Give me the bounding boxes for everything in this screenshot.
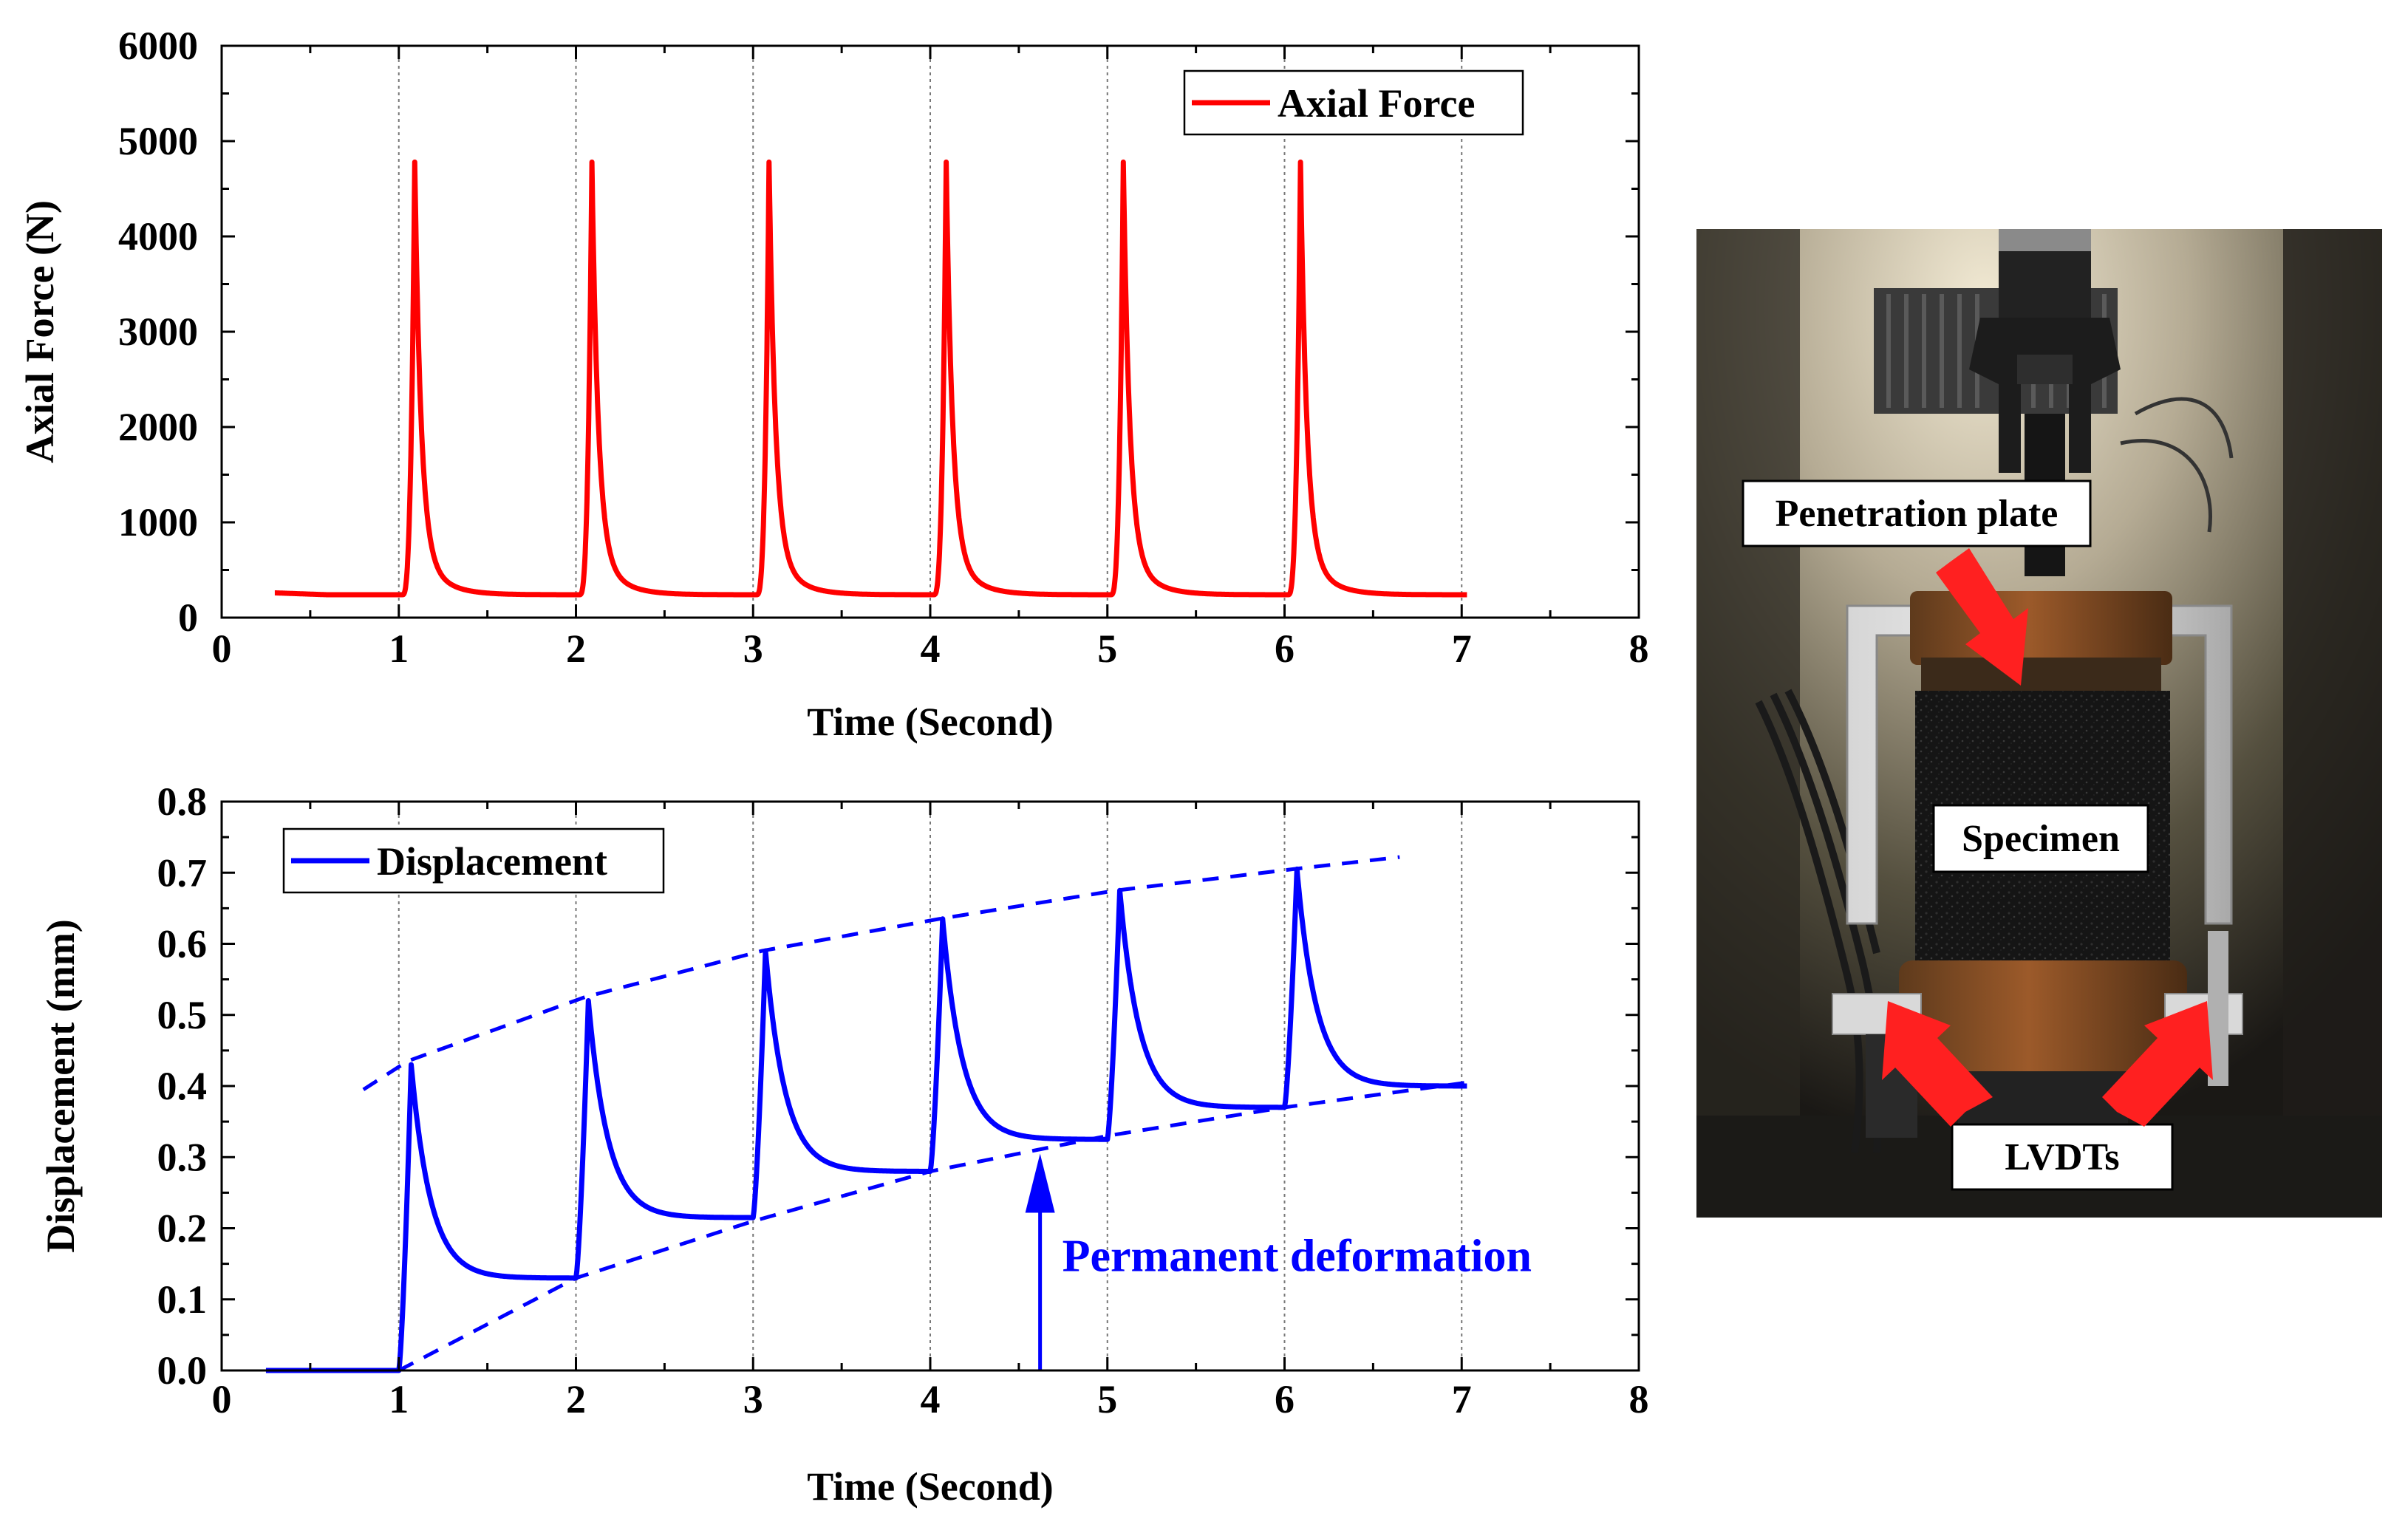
lvdts-label: LVDTs (1952, 1124, 2172, 1189)
axial-force-chart: 0 1 2 3 4 5 6 7 8 0 1000 2000 3000 4000 5000 6000 Time… (18, 24, 1649, 744)
y-tick-label: 0.5 (157, 993, 208, 1037)
y-tick-label: 3000 (118, 310, 198, 354)
photo-right-wall (2283, 229, 2382, 1218)
y-tick-label: 1000 (118, 500, 198, 544)
axial-force-x-axis-title: Time (Second) (807, 700, 1054, 744)
axial-force-x-tick-labels: 0 1 2 3 4 5 6 7 8 (212, 626, 1649, 671)
x-tick-label: 8 (1629, 626, 1649, 671)
penetration-plate-label: Penetration plate (1743, 481, 2090, 546)
y-tick-label: 0.2 (157, 1206, 208, 1251)
displacement-chart: 0 1 2 3 4 5 6 7 8 0.0 0.1 0.2 0.3 0.4 0.5 0.6 0.7 0.8 Ti… (38, 779, 1649, 1509)
y-tick-label: 0.3 (157, 1135, 208, 1179)
y-tick-label: 0.1 (157, 1277, 208, 1322)
x-tick-label: 3 (743, 1377, 763, 1421)
y-tick-label: 2000 (118, 405, 198, 449)
penetration-plate (1910, 591, 2172, 665)
specimen-label-text: Specimen (1962, 818, 2120, 860)
x-tick-label: 2 (566, 626, 586, 671)
y-tick-label: 0.4 (157, 1064, 208, 1108)
x-tick-label: 5 (1097, 1377, 1117, 1421)
axial-force-y-tick-labels: 0 1000 2000 3000 4000 5000 6000 (118, 24, 198, 640)
x-tick-label: 2 (566, 1377, 586, 1421)
displacement-legend-label: Displacement (377, 839, 607, 884)
y-tick-label: 0.0 (157, 1348, 208, 1393)
displacement-x-axis-title: Time (Second) (807, 1464, 1054, 1509)
x-tick-label: 1 (389, 1377, 409, 1421)
x-tick-label: 4 (921, 1377, 941, 1421)
x-tick-label: 3 (743, 626, 763, 671)
x-tick-label: 1 (389, 626, 409, 671)
displacement-x-tick-labels: 0 1 2 3 4 5 6 7 8 (212, 1377, 1649, 1421)
axial-force-plot-area (275, 162, 1467, 595)
penetration-plate-base (1921, 658, 2161, 691)
displacement-legend: Displacement (284, 829, 664, 892)
y-tick-label: 0.6 (157, 922, 208, 966)
axial-force-legend-label: Axial Force (1278, 81, 1475, 126)
displacement-y-tick-labels: 0.0 0.1 0.2 0.3 0.4 0.5 0.6 0.7 0.8 (157, 779, 208, 1393)
axial-force-series-line (275, 162, 1467, 595)
y-tick-label: 6000 (118, 24, 198, 68)
x-tick-label: 7 (1452, 626, 1472, 671)
y-tick-label: 0.7 (157, 850, 208, 895)
axial-force-y-axis-title: Axial Force (N) (18, 200, 62, 463)
x-tick-label: 5 (1097, 626, 1117, 671)
y-tick-label: 0 (178, 595, 198, 640)
x-tick-label: 6 (1275, 626, 1295, 671)
lvdts-label-text: LVDTs (2005, 1136, 2119, 1178)
load-cell-band (1999, 229, 2091, 251)
axial-force-legend: Axial Force (1184, 71, 1523, 134)
x-tick-label: 6 (1275, 1377, 1295, 1421)
x-tick-label: 7 (1452, 1377, 1472, 1421)
y-tick-label: 5000 (118, 119, 198, 163)
clevis-pin (2017, 355, 2073, 384)
x-tick-label: 0 (212, 626, 232, 671)
y-tick-label: 0.8 (157, 779, 208, 824)
specimen-label: Specimen (1934, 805, 2148, 872)
penetration-plate-label-text: Penetration plate (1776, 493, 2059, 535)
permanent-deformation-arrow-head (1026, 1153, 1055, 1212)
displacement-plot-area (266, 857, 1467, 1370)
y-tick-label: 4000 (118, 214, 198, 259)
permanent-deformation-label: Permanent deformation (1063, 1231, 1532, 1281)
test-setup-photo: Penetration plate Specimen LVDTs (1696, 229, 2382, 1218)
x-tick-label: 0 (212, 1377, 232, 1421)
x-tick-label: 4 (921, 626, 941, 671)
x-tick-label: 8 (1629, 1377, 1649, 1421)
displacement-y-axis-title: Displacement (mm) (38, 919, 83, 1252)
displacement-series-line (266, 869, 1467, 1370)
